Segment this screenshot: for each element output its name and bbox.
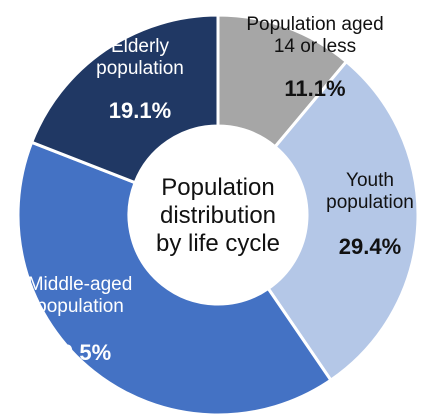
slice-value-elderly-population: 19.1% (109, 98, 171, 123)
slice-elderly-population (29, 13, 220, 185)
center-label-line: by life cycle (156, 230, 280, 257)
slice-value-youth-population: 29.4% (339, 234, 401, 259)
center-label-line: Population (161, 174, 274, 201)
slice-youth-population (266, 59, 420, 383)
slice-name-line: Youth (346, 170, 394, 191)
slice-value-population-aged-14-or-less: 11.1% (284, 76, 345, 101)
slice-name-line: population (36, 296, 124, 317)
slice-value-middle-aged-population: 40.5% (49, 340, 111, 365)
slice-label-elderly-population: Elderly population 19.1% (96, 36, 184, 123)
slice-name-line: Middle-aged (28, 274, 133, 295)
slice-name-line: 14 or less (274, 36, 356, 57)
center-label-line: distribution (160, 202, 276, 229)
slice-name-line: Elderly (111, 36, 170, 57)
slice-name-line: population (326, 192, 414, 213)
slices-layer (16, 13, 420, 416)
slice-name-youth-population: Youth population (326, 170, 414, 213)
slice-label-population-aged-14-or-less: Population aged 14 or less 11.1% (246, 14, 383, 101)
slice-name-middle-aged-population: Middle-aged population (28, 274, 133, 317)
donut-hole (130, 127, 306, 303)
slice-name-elderly-population: Elderly population (96, 36, 184, 79)
slice-label-youth-population: Youth population 29.4% (326, 170, 414, 259)
slice-name-population-aged-14-or-less: Population aged 14 or less (246, 14, 383, 57)
slice-middle-aged-population (16, 140, 333, 416)
center-layer: Population distribution by life cycle (130, 127, 306, 303)
slice-label-middle-aged-population: Middle-aged population 40.5% (28, 274, 133, 365)
slice-name-line: population (96, 58, 184, 79)
center-label: Population distribution by life cycle (156, 174, 280, 257)
slice-name-line: Population aged (246, 14, 383, 35)
